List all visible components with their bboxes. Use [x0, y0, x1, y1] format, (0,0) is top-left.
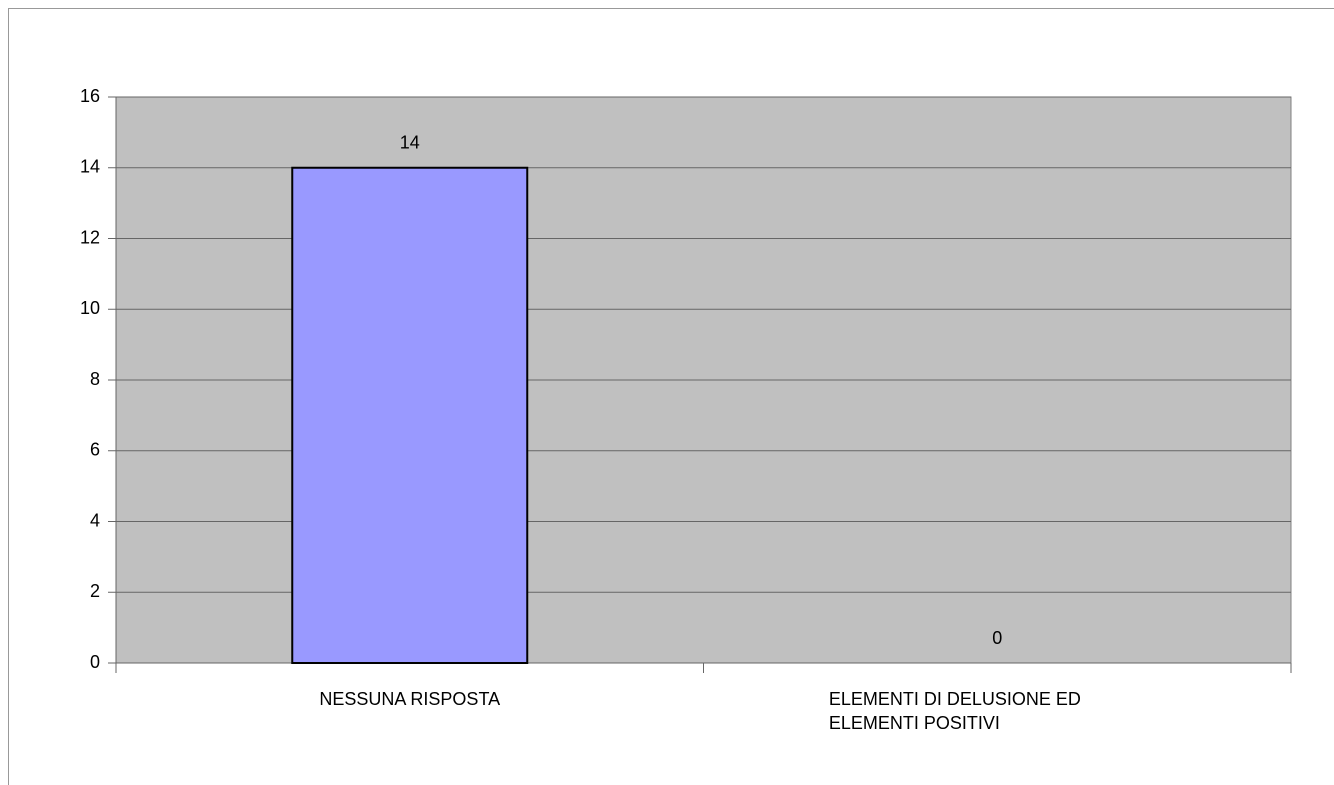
bar — [291, 166, 529, 664]
y-tick-label: 10 — [80, 298, 100, 318]
y-tick-label: 6 — [90, 440, 100, 460]
y-tick-label: 16 — [80, 86, 100, 106]
value-label: 14 — [400, 133, 420, 153]
y-tick-label: 14 — [80, 157, 100, 177]
y-tick-label: 2 — [90, 581, 100, 601]
y-tick-label: 0 — [90, 652, 100, 672]
y-tick-label: 4 — [90, 510, 100, 530]
x-tick-label: NESSUNA RISPOSTA — [319, 689, 501, 709]
y-tick-label: 8 — [90, 369, 100, 389]
x-tick-label: ELEMENTI DI DELUSIONE ED ELEMENTI POSITI… — [828, 689, 1081, 733]
value-label: 0 — [992, 628, 1002, 648]
y-tick-label: 12 — [80, 227, 100, 247]
